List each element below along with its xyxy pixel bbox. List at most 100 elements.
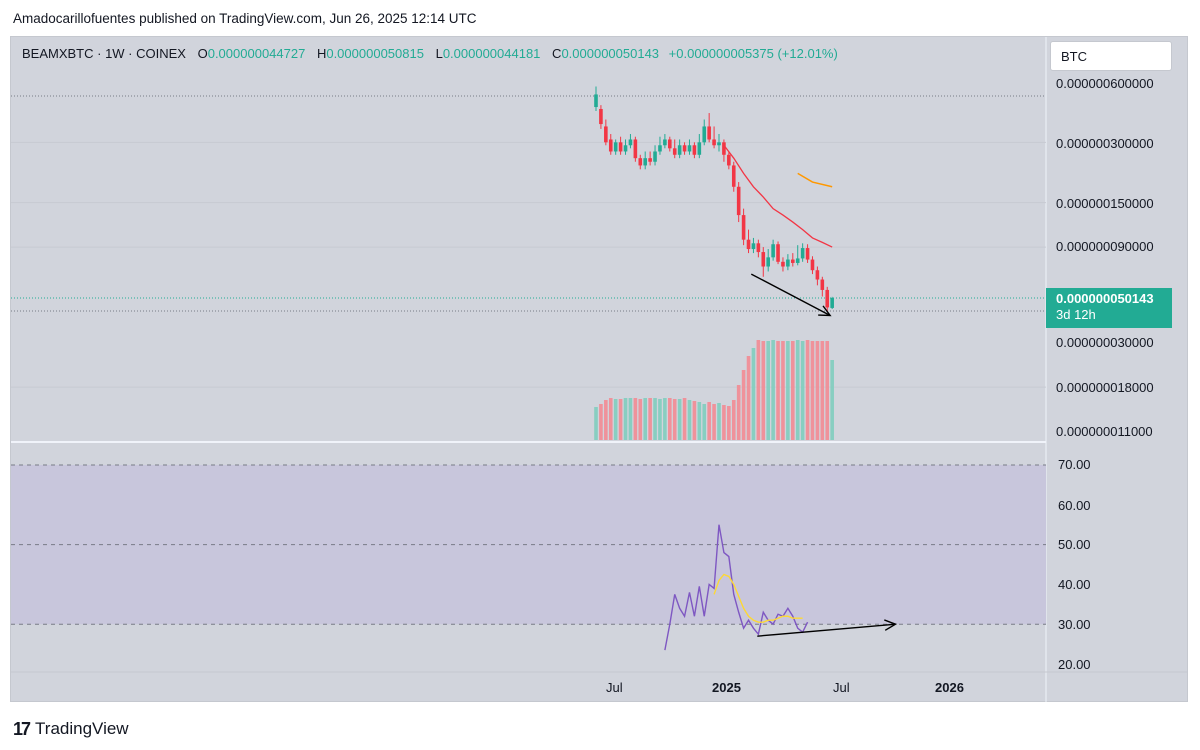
volume-bar — [697, 402, 702, 440]
volume-bar — [707, 402, 711, 440]
price-trendline — [750, 273, 831, 317]
price-trendline-head — [818, 305, 832, 317]
close-value: 0.000000050143 — [561, 46, 660, 61]
rsi-trendline — [757, 623, 896, 637]
volume-bar — [746, 356, 751, 440]
price-axis-label: 0.000000300000 — [1056, 136, 1154, 151]
volume-bar — [766, 341, 770, 440]
price-axis-label: 0.000000018000 — [1056, 380, 1154, 395]
current-price-tag: 0.000000050143 3d 12h — [1046, 288, 1172, 328]
volume-bar — [672, 399, 677, 440]
currency-selector[interactable]: BTC — [1050, 41, 1172, 71]
candle-body — [682, 145, 687, 152]
candle-body — [692, 145, 697, 155]
candle-body — [800, 248, 805, 259]
candle-body — [756, 243, 761, 253]
candle-body — [830, 297, 834, 308]
candle-body — [820, 279, 825, 290]
candle-body — [776, 244, 780, 262]
candle-body — [805, 248, 810, 260]
candle-body — [648, 158, 652, 162]
volume-bar — [677, 399, 682, 440]
volume-bar — [751, 348, 756, 440]
price-axis-label: 0.000000030000 — [1056, 335, 1154, 350]
volume-bar — [658, 399, 662, 440]
candle-body — [791, 259, 795, 263]
candle-body — [668, 139, 672, 149]
candle-body — [771, 244, 775, 258]
price-axis-label: 0.000000150000 — [1056, 196, 1154, 211]
candle-body — [795, 258, 800, 263]
candle-body — [766, 257, 770, 267]
volume-bar — [731, 400, 736, 440]
candle-body — [677, 145, 682, 155]
candle-body — [618, 142, 623, 152]
candle-body — [653, 151, 657, 162]
low-label: L — [435, 46, 443, 61]
candle-body — [638, 158, 643, 166]
price-axis-label: 0.000000600000 — [1056, 76, 1154, 91]
volume-bar — [628, 398, 633, 440]
volume-bar — [618, 399, 623, 440]
volume-bar — [623, 398, 628, 440]
volume-bar — [756, 340, 761, 440]
candle-body — [702, 126, 707, 143]
candle-body — [815, 270, 820, 280]
candle-body — [643, 158, 647, 166]
candle-body — [712, 139, 716, 146]
volume-bar — [736, 385, 741, 440]
candle-body — [608, 139, 613, 152]
volume-bar — [717, 403, 721, 440]
rsi-axis-label: 20.00 — [1058, 657, 1091, 672]
price-axis-label: 0.000000090000 — [1056, 239, 1154, 254]
volume-bar — [594, 407, 598, 440]
brand-name: TradingView — [35, 719, 129, 738]
volume-bar — [805, 340, 810, 440]
candle-body — [736, 186, 741, 216]
candle-body — [722, 142, 726, 155]
volume-bar — [810, 341, 815, 440]
volume-bar — [668, 398, 672, 440]
candle-body — [810, 259, 815, 271]
candle-body — [663, 139, 667, 146]
tradingview-logo[interactable]: 17 TradingView — [13, 718, 129, 740]
volume-bar — [712, 404, 716, 440]
current-price: 0.000000050143 — [1056, 291, 1154, 306]
candle-body — [613, 142, 618, 152]
candle-body — [687, 145, 692, 152]
time-axis-label: 2025 — [712, 680, 741, 695]
rsi-axis-label: 70.00 — [1058, 457, 1091, 472]
volume-bar — [800, 341, 805, 440]
volume-bar — [741, 370, 746, 440]
candle-body — [604, 126, 608, 143]
tradingview-mark-icon: 17 — [13, 718, 31, 739]
candle-body — [717, 142, 721, 146]
candle-body — [628, 139, 633, 146]
rsi-line — [664, 524, 809, 651]
candle-body — [707, 126, 711, 140]
volume-bar — [761, 341, 766, 440]
volume-bar — [727, 406, 731, 440]
rsi-axis-label: 60.00 — [1058, 498, 1091, 513]
rsi-axis-label: 30.00 — [1058, 617, 1091, 632]
open-value: 0.000000044727 — [207, 46, 306, 61]
candle-body — [623, 145, 628, 152]
time-axis-label: Jul — [606, 680, 623, 695]
rsi-ma-line — [713, 573, 803, 623]
candle-body — [697, 142, 702, 155]
volume-bar — [663, 398, 667, 440]
volume-bar — [682, 398, 687, 440]
volume-bar — [604, 400, 608, 440]
candle-body — [786, 259, 790, 267]
publish-header: Amadocarillofuentes published on Trading… — [0, 0, 1200, 36]
candle-body — [751, 243, 756, 250]
change-value: +0.000000005375 (+12.01%) — [668, 46, 838, 61]
volume-bar — [648, 398, 652, 440]
high-value: 0.000000050815 — [326, 46, 424, 61]
candle-body — [761, 252, 766, 267]
candle-body — [594, 94, 598, 108]
candle-body — [825, 289, 830, 308]
volume-bar — [599, 404, 603, 440]
symbol-name[interactable]: BEAMXBTC · 1W · COINEX — [22, 46, 186, 61]
